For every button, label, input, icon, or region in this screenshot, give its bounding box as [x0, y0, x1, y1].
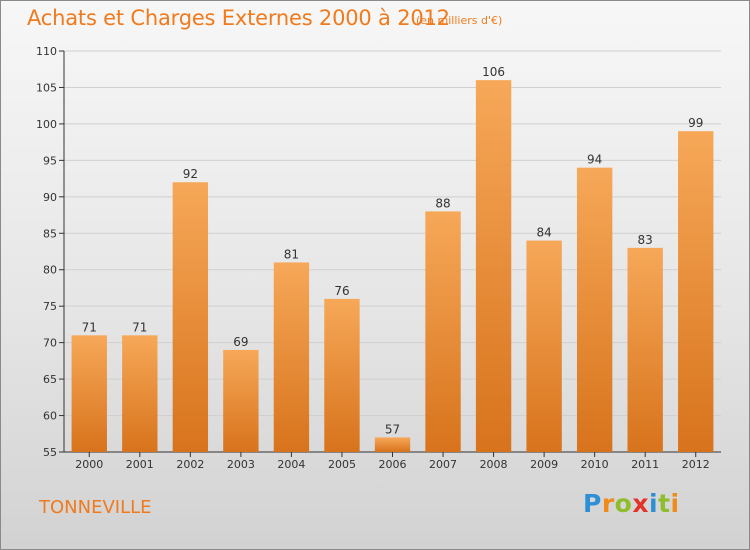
x-tick-label: 2003 [227, 458, 255, 471]
bar-value-label: 69 [233, 335, 248, 349]
x-tick-label: 2011 [631, 458, 659, 471]
logo-letter: t [658, 489, 671, 518]
x-tick-label: 2001 [126, 458, 154, 471]
bar-value-label: 83 [638, 233, 653, 247]
x-tick-label: 2005 [328, 458, 356, 471]
x-tick-label: 2009 [530, 458, 558, 471]
x-tick-label: 2008 [480, 458, 508, 471]
y-tick-label: 95 [43, 154, 57, 167]
y-tick-label: 90 [43, 191, 57, 204]
logo-letter: P [583, 489, 602, 518]
y-tick-label: 100 [36, 118, 57, 131]
commune-name: TONNEVILLE [39, 497, 152, 518]
bar-value-label: 92 [183, 167, 198, 181]
bar [627, 247, 663, 452]
x-tick-label: 2012 [682, 458, 710, 471]
bar [223, 349, 259, 452]
chart-title: Achats et Charges Externes 2000 à 2012 [27, 6, 450, 30]
bar [678, 131, 714, 452]
bar-value-label: 88 [435, 196, 450, 210]
logo-letter: r [601, 489, 615, 518]
y-tick-label: 60 [43, 410, 57, 423]
y-tick-label: 80 [43, 264, 57, 277]
bar [576, 167, 613, 452]
x-tick-label: 2002 [176, 458, 204, 471]
bar [324, 298, 360, 452]
bar-value-label: 81 [284, 247, 299, 261]
bar-value-label: 76 [334, 284, 349, 298]
logo-letter: i [670, 489, 680, 518]
bar-value-label: 71 [82, 320, 97, 334]
bar-value-label: 84 [536, 226, 551, 240]
x-tick-label: 2007 [429, 458, 457, 471]
x-tick-label: 2010 [581, 458, 609, 471]
chart-unit: (en milliers d'€) [416, 14, 503, 27]
logo-letter: o [614, 489, 633, 518]
bar [526, 240, 562, 452]
bar-value-label: 106 [482, 65, 505, 79]
y-tick-label: 55 [43, 446, 57, 459]
x-tick-label: 2000 [75, 458, 103, 471]
bar [172, 182, 209, 452]
x-tick-label: 2004 [277, 458, 305, 471]
proxiti-logo[interactable]: Proxiti [583, 489, 680, 518]
y-tick-label: 65 [43, 373, 57, 386]
bar-value-label: 71 [132, 320, 147, 334]
y-tick-label: 105 [36, 81, 57, 94]
bar-value-label: 99 [688, 116, 703, 130]
bar [425, 211, 461, 452]
logo-letter: i [649, 489, 659, 518]
logo-letter: x [632, 489, 649, 518]
bar [122, 335, 158, 452]
bar [475, 80, 512, 452]
x-tick-label: 2006 [379, 458, 407, 471]
bar [71, 335, 107, 452]
bar-value-label: 57 [385, 422, 400, 436]
y-tick-label: 70 [43, 337, 57, 350]
y-tick-label: 110 [36, 45, 57, 58]
y-tick-label: 85 [43, 227, 57, 240]
bar [374, 437, 411, 452]
bar [273, 262, 310, 452]
bar-value-label: 94 [587, 153, 602, 167]
y-tick-label: 75 [43, 300, 57, 313]
